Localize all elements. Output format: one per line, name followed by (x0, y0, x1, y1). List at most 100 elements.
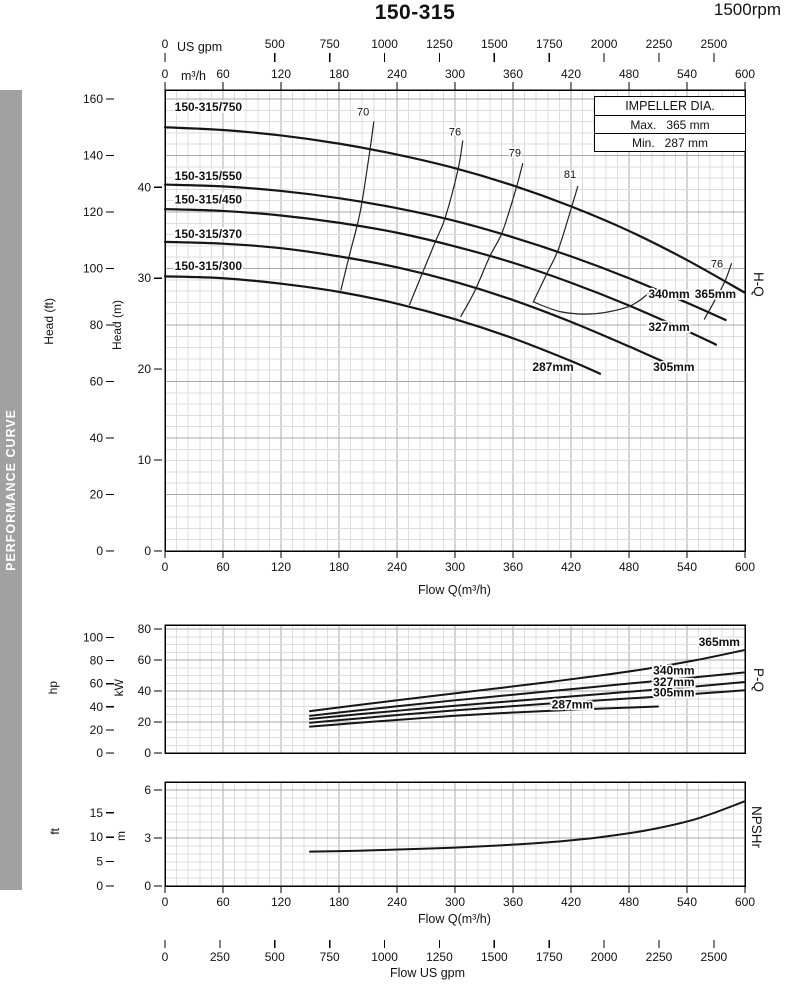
hp-tick-label: 0 (96, 746, 103, 760)
flow-tick-label: 240 (387, 560, 407, 574)
gpm-bottom-tick-label: 500 (265, 950, 285, 964)
hq-curve-365mm (163, 126, 747, 294)
hp-tick-label: 100 (83, 630, 103, 644)
m3h-tick-label: 360 (503, 67, 523, 81)
m3h-tick-label: 420 (561, 67, 581, 81)
flow-tick-label: 0 (162, 560, 169, 574)
m3h-tick-label: 120 (271, 67, 291, 81)
kw-axis-label: kW (112, 679, 126, 697)
impeller-max-value: 365 mm (666, 117, 710, 132)
section-label-pq: P-Q (751, 668, 766, 693)
ft-axis-label: ft (48, 828, 62, 835)
page-title: 150-315 (374, 1, 456, 24)
hq-curve-340mm (163, 183, 727, 322)
pq-label-305mm: 305mm (653, 686, 694, 700)
npshr-m-tick-label: 3 (144, 831, 151, 845)
flow-tick-label: 300 (445, 560, 465, 574)
m3h-tick-label: 240 (387, 67, 407, 81)
flow-tick-label: 60 (216, 895, 230, 909)
gpm-tick-label: 750 (320, 37, 340, 51)
flow-q-axis-label-bottom: Flow Q(m³/h) (418, 912, 491, 926)
gpm-bottom-tick-label: 750 (320, 950, 340, 964)
hq-curve-287mm (163, 275, 602, 375)
kw-tick-label: 20 (138, 715, 152, 729)
pq-curve-340mm (309, 671, 746, 717)
pq-curve-327mm (309, 681, 746, 720)
pq-curve-365mm (309, 648, 746, 713)
model-label-340mm: 150-315/550 (175, 169, 243, 183)
impeller-min-label: Min. (631, 135, 655, 150)
model-label-287mm: 150-315/300 (175, 259, 243, 273)
kw-tick-label: 60 (138, 653, 152, 667)
rpm-label: 1500rpm (713, 0, 781, 19)
flow-tick-label: 180 (329, 895, 349, 909)
head-ft-tick-label: 0 (96, 544, 103, 558)
section-label-npshr: NPSHr (749, 806, 764, 849)
model-label-327mm: 150-315/450 (175, 193, 243, 207)
efficiency-label: 70 (357, 106, 369, 118)
npshr-ft-tick-label: 5 (96, 855, 103, 869)
efficiency-line-79 (460, 163, 524, 318)
gpm-bottom-tick-label: 1500 (481, 950, 508, 964)
efficiency-line-76 (408, 140, 464, 306)
flow-tick-label: 600 (735, 895, 755, 909)
efficiency-line-76 (703, 263, 733, 320)
head-ft-tick-label: 120 (83, 205, 103, 219)
efficiency-label: 79 (509, 147, 521, 159)
head-ft-tick-label: 160 (83, 92, 103, 106)
gpm-tick-label: 1250 (426, 37, 453, 51)
kw-tick-label: 40 (138, 684, 152, 698)
head-m-axis-label: Head (m) (110, 300, 124, 351)
gpm-tick-label: 1750 (536, 37, 563, 51)
plot-frame (164, 624, 746, 754)
npshr-curve (309, 800, 746, 853)
head-m-tick-label: 20 (138, 362, 152, 376)
head-ft-tick-label: 20 (90, 488, 104, 502)
pq-label-287mm: 287mm (552, 697, 593, 711)
gpm-tick-label: 0 (162, 37, 169, 51)
hq-curve-327mm (163, 208, 718, 346)
flow-tick-label: 540 (677, 895, 697, 909)
hp-tick-label: 60 (90, 677, 104, 691)
impeller-max-row: Max. 365 mm (595, 116, 745, 134)
head-ft-tick-label: 40 (90, 431, 104, 445)
dia-label-287mm: 287mm (532, 360, 573, 374)
head-m-tick-label: 30 (138, 271, 152, 285)
gpm-bottom-tick-label: 1250 (426, 950, 453, 964)
head-ft-tick-label: 100 (83, 262, 103, 276)
pq-curve-287mm (309, 705, 659, 728)
impeller-min-row: Min. 287 mm (595, 134, 745, 151)
flow-tick-label: 540 (677, 560, 697, 574)
m3h-tick-label: 300 (445, 67, 465, 81)
us-gpm-axis-label: US gpm (177, 40, 223, 54)
gpm-bottom-tick-label: 2500 (701, 950, 728, 964)
section-label-hq: H-Q (751, 272, 766, 297)
flow-tick-label: 480 (619, 895, 639, 909)
pq-label-365mm: 365mm (699, 635, 740, 649)
gpm-bottom-tick-label: 1750 (536, 950, 563, 964)
flow-tick-label: 600 (735, 560, 755, 574)
flow-tick-label: 480 (619, 560, 639, 574)
npshr-ft-tick-label: 0 (96, 879, 103, 893)
hq-curve-305mm (163, 240, 669, 365)
efficiency-label: 76 (449, 126, 461, 138)
head-ft-tick-label: 140 (83, 149, 103, 163)
gpm-tick-label: 2500 (701, 37, 728, 51)
dia-label-327mm: 327mm (648, 320, 689, 334)
flow-tick-label: 360 (503, 895, 523, 909)
flow-us-gpm-axis-label: Flow US gpm (390, 966, 466, 980)
head-ft-tick-label: 80 (90, 318, 104, 332)
hp-tick-label: 40 (90, 700, 104, 714)
pq-label-340mm: 340mm (653, 664, 694, 678)
gpm-tick-label: 2250 (646, 37, 673, 51)
hp-axis-label: hp (46, 681, 60, 695)
gpm-tick-label: 1000 (371, 37, 398, 51)
impeller-max-label: Max. (630, 117, 657, 132)
m3h-tick-label: 480 (619, 67, 639, 81)
model-label-305mm: 150-315/370 (175, 227, 243, 241)
flow-tick-label: 120 (271, 560, 291, 574)
gpm-bottom-tick-label: 0 (162, 950, 169, 964)
m-axis-label: m (114, 831, 128, 841)
sidebar-banner: PERFORMANCE CURVE (0, 90, 22, 890)
pq-label-327mm: 327mm (653, 675, 694, 689)
